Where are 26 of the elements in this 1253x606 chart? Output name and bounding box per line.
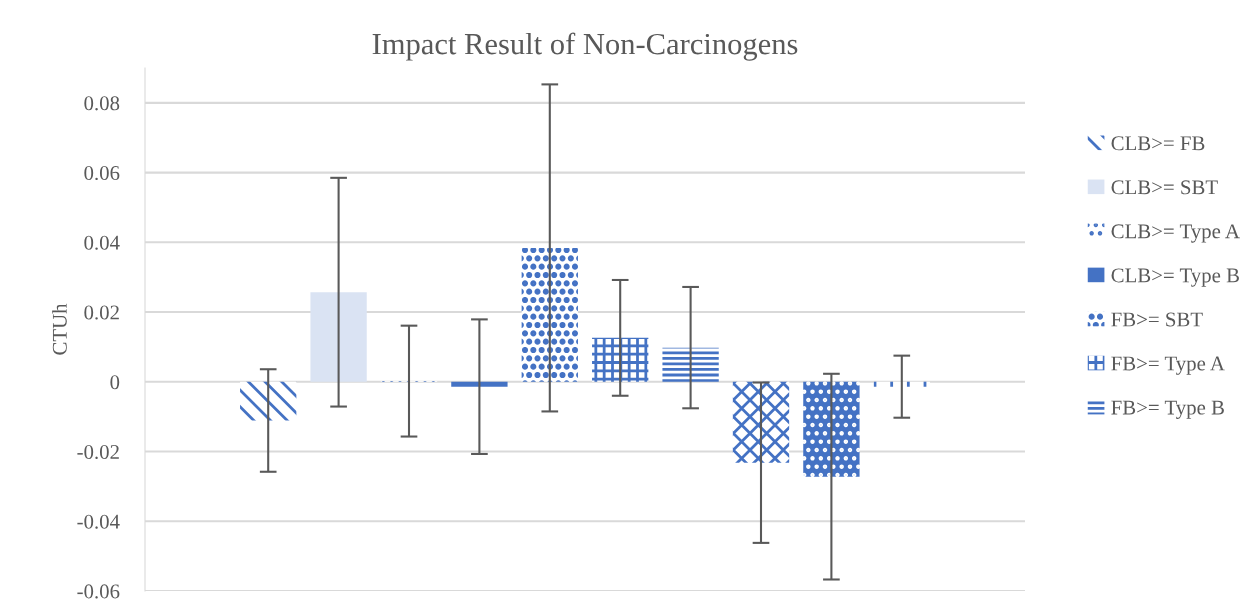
bar xyxy=(803,381,860,477)
bar xyxy=(592,337,649,382)
bar xyxy=(662,347,719,382)
legend-label: FB>= Type A xyxy=(1111,356,1225,375)
y-tick-label: 0.08 xyxy=(84,96,120,111)
y-tick-label: 0.06 xyxy=(84,165,120,181)
bar xyxy=(240,381,297,421)
bar xyxy=(451,381,508,387)
chart-title: Impact Result of Non-Carcinogens xyxy=(372,32,798,61)
bar xyxy=(310,292,367,382)
y-tick-label: -0.06 xyxy=(77,584,120,599)
y-tick-label: 0.02 xyxy=(84,305,119,320)
bar xyxy=(873,381,930,387)
legend-label: CLB>= SBT xyxy=(1111,180,1218,195)
legend-label: CLB>= FB xyxy=(1111,136,1205,151)
y-tick-label: 0 xyxy=(110,375,120,390)
y-tick-label: 0.04 xyxy=(84,235,120,250)
legend-label: FB>= Type B xyxy=(1111,400,1224,419)
legend-label: CLB>= Type B xyxy=(1111,268,1239,287)
y-axis-title: CTUh xyxy=(52,303,67,355)
legend-label: FB>= SBT xyxy=(1111,312,1203,327)
legend-label: CLB>= Type A xyxy=(1111,224,1240,243)
bar xyxy=(732,381,790,463)
y-tick-label: -0.04 xyxy=(77,514,120,529)
bar xyxy=(521,247,578,382)
y-tick-label: -0.02 xyxy=(77,444,119,460)
